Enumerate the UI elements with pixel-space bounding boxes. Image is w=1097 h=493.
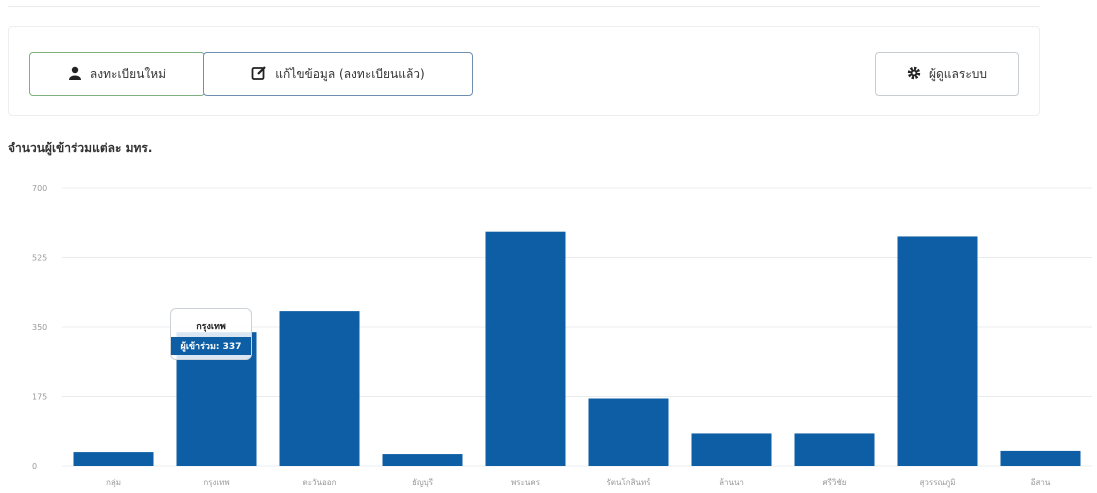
register-button[interactable]: ลงทะเบียนใหม่ xyxy=(29,52,205,96)
x-tick-label: กรุงเทพ xyxy=(203,478,229,487)
edit-info-button-label: แก้ไขข้อมูล (ลงทะเบียนแล้ว) xyxy=(275,66,425,81)
chart-tooltip: กรุงเทพ ผู้เข้าร่วม: 337 xyxy=(170,308,252,360)
bar[interactable] xyxy=(794,433,875,466)
user-icon xyxy=(68,66,82,83)
y-tick-label: 0 xyxy=(32,462,37,471)
bar[interactable] xyxy=(588,398,669,466)
tooltip-category: กรุงเทพ xyxy=(196,322,226,332)
y-tick-label: 525 xyxy=(32,254,47,263)
bar[interactable] xyxy=(485,231,566,466)
x-tick-label: ศรีวิชัย xyxy=(823,478,847,487)
tooltip-value: ผู้เข้าร่วม: 337 xyxy=(171,337,251,355)
bar[interactable] xyxy=(279,311,360,466)
bar[interactable] xyxy=(73,452,154,466)
top-divider xyxy=(8,6,1040,7)
x-tick-label: ตะวันออก xyxy=(303,478,337,487)
x-tick-label: รัตนโกสินทร์ xyxy=(606,477,651,487)
edit-icon xyxy=(251,65,267,84)
bar[interactable] xyxy=(382,454,463,466)
bar[interactable] xyxy=(897,236,978,466)
bar[interactable] xyxy=(1000,450,1081,466)
action-panel: ลงทะเบียนใหม่ แก้ไขข้อมูล (ลงทะเบียนแล้ว… xyxy=(8,26,1040,116)
x-tick-label: กลุ่ม xyxy=(106,478,121,487)
y-tick-label: 700 xyxy=(32,184,47,193)
x-tick-label: อีสาน xyxy=(1030,478,1050,487)
x-tick-label: ธัญบุรี xyxy=(412,478,434,487)
bar[interactable] xyxy=(691,433,772,466)
y-tick-label: 350 xyxy=(32,323,47,332)
gear-icon xyxy=(907,66,921,83)
admin-button-label: ผู้ดูแลระบบ xyxy=(928,66,988,81)
admin-button[interactable]: ผู้ดูแลระบบ xyxy=(875,52,1019,96)
chart-title: จำนวนผู้เข้าร่วมแต่ละ มทร. xyxy=(8,141,153,155)
register-button-label: ลงทะเบียนใหม่ xyxy=(89,66,167,81)
x-tick-label: ล้านนา xyxy=(719,478,744,487)
edit-info-button[interactable]: แก้ไขข้อมูล (ลงทะเบียนแล้ว) xyxy=(203,52,473,96)
x-tick-label: สุวรรณภูมิ xyxy=(920,478,956,488)
x-tick-label: พระนคร xyxy=(511,478,541,487)
y-tick-label: 175 xyxy=(32,393,47,402)
